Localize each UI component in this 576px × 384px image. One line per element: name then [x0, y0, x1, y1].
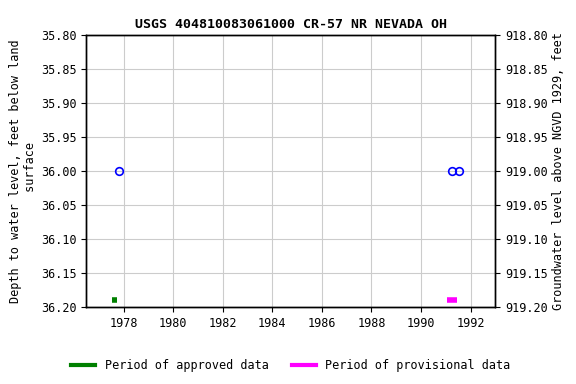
- Title: USGS 404810083061000 CR-57 NR NEVADA OH: USGS 404810083061000 CR-57 NR NEVADA OH: [135, 18, 447, 31]
- Y-axis label: Groundwater level above NGVD 1929, feet: Groundwater level above NGVD 1929, feet: [552, 32, 565, 310]
- Legend: Period of approved data, Period of provisional data: Period of approved data, Period of provi…: [67, 354, 515, 376]
- Y-axis label: Depth to water level, feet below land
 surface: Depth to water level, feet below land su…: [9, 39, 37, 303]
